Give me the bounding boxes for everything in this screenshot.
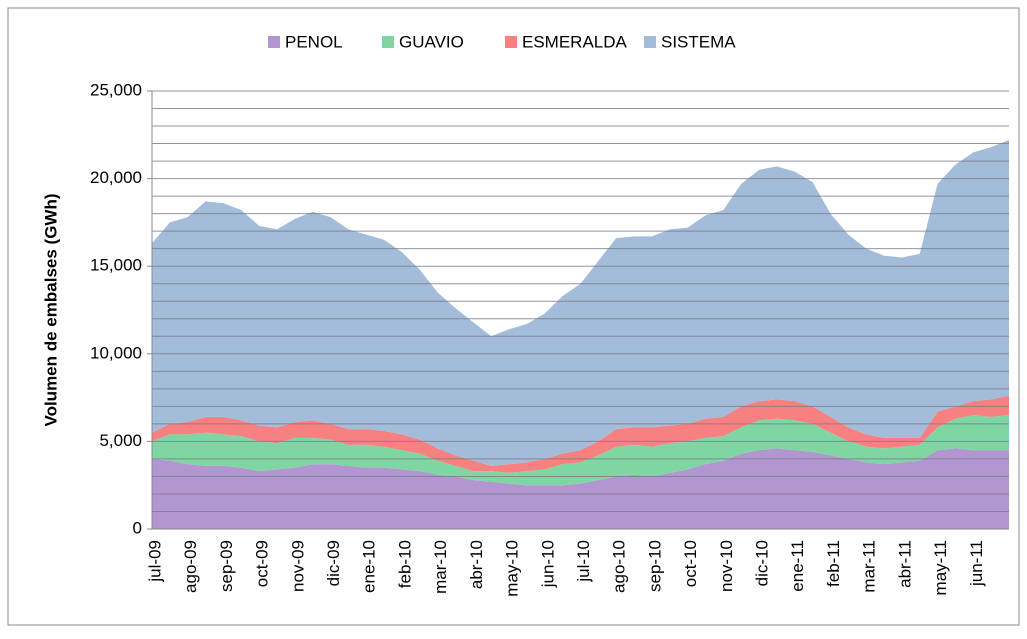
x-tick-label: may-10 [503, 540, 522, 597]
x-tick-label: abr-10 [467, 540, 486, 589]
x-tick-label: sep-10 [645, 540, 664, 592]
x-tick-label: ago-10 [610, 540, 629, 593]
legend-label: SISTEMA [661, 32, 736, 51]
legend-swatch [382, 36, 394, 48]
x-tick-label: oct-09 [253, 540, 272, 587]
x-tick-label: may-11 [931, 540, 950, 595]
x-tick-label: feb-11 [824, 540, 843, 587]
y-tick-label: 5,000 [99, 431, 142, 450]
legend-swatch [505, 36, 517, 48]
y-tick-label: 25,000 [90, 80, 142, 99]
x-tick-label: jun-11 [967, 540, 986, 587]
area [152, 448, 1009, 529]
y-tick-label: 15,000 [90, 256, 142, 275]
legend-label: PENOL [285, 32, 343, 51]
legend-swatch [268, 36, 280, 48]
x-tick-label: mar-11 [860, 540, 879, 593]
x-tick-label: jul-09 [145, 540, 164, 583]
legend-label: GUAVIO [399, 32, 464, 51]
x-tick-label: oct-10 [681, 540, 700, 587]
area [152, 415, 1009, 486]
x-tick-label: jul-10 [574, 540, 593, 583]
y-tick-label: 0 [133, 518, 142, 537]
x-tick-label: ene-11 [788, 540, 807, 592]
x-tick-label: mar-10 [431, 540, 450, 594]
area [152, 395, 1009, 473]
x-tick-label: ago-09 [181, 540, 200, 593]
x-tick-label: ene-10 [360, 540, 379, 593]
x-tick-label: dic-10 [753, 540, 772, 586]
x-tick-label: sep-09 [217, 540, 236, 592]
x-tick-label: dic-09 [324, 540, 343, 586]
y-axis-label: Volumen de embalses (GWh) [41, 193, 60, 426]
x-tick-label: feb-10 [395, 540, 414, 588]
area [152, 140, 1009, 466]
x-tick-label: jun-10 [538, 540, 557, 588]
y-tick-label: 20,000 [90, 168, 142, 187]
x-tick-label: nov-09 [288, 540, 307, 592]
x-tick-label: abr-11 [895, 540, 914, 588]
x-tick-label: nov-10 [717, 540, 736, 592]
y-tick-label: 10,000 [90, 343, 142, 362]
legend-swatch [644, 36, 656, 48]
legend-label: ESMERALDA [522, 32, 628, 51]
